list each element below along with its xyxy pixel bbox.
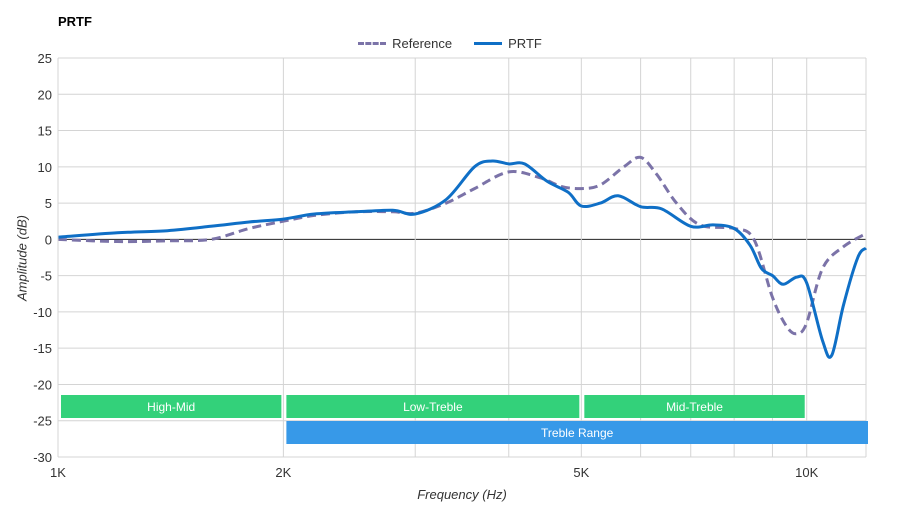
- y-tick-label: 0: [45, 232, 52, 247]
- y-tick-label: -25: [33, 414, 52, 429]
- series-line-reference: [57, 155, 867, 336]
- chart-legend: Reference PRTF: [0, 36, 900, 51]
- chart-title: PRTF: [58, 14, 92, 29]
- series-line-prtf: [57, 159, 868, 359]
- legend-label-prtf: PRTF: [508, 36, 542, 51]
- y-tick-label: 20: [38, 87, 52, 102]
- x-tick-label: 1K: [50, 465, 66, 480]
- range-bar-label: Low-Treble: [403, 400, 463, 414]
- y-tick-label: 5: [45, 196, 52, 211]
- legend-item-prtf: PRTF: [474, 36, 542, 51]
- y-tick-label: -10: [33, 305, 52, 320]
- y-tick-label: 25: [38, 51, 52, 66]
- y-tick-label: 10: [38, 160, 52, 175]
- range-bar: [286, 421, 869, 444]
- range-bar-label: Mid-Treble: [666, 400, 723, 414]
- range-bar: [584, 395, 805, 418]
- range-bar: [61, 395, 282, 418]
- legend-swatch-reference: [358, 42, 387, 45]
- y-tick-label: -20: [33, 377, 52, 392]
- range-bar-label: High-Mid: [147, 400, 195, 414]
- x-tick-label: 10K: [795, 465, 818, 480]
- range-bar: [286, 395, 580, 418]
- x-tick-label: 2K: [275, 465, 291, 480]
- legend-swatch-prtf: [474, 42, 503, 45]
- x-tick-label: 5K: [573, 465, 589, 480]
- y-tick-label: 15: [38, 124, 52, 139]
- x-axis-label: Frequency (Hz): [417, 487, 507, 502]
- range-bar-label: Treble Range: [541, 426, 614, 440]
- legend-label-reference: Reference: [392, 36, 453, 51]
- y-tick-label: -5: [40, 269, 52, 284]
- legend-item-reference: Reference: [358, 36, 452, 51]
- y-tick-label: -15: [33, 341, 52, 356]
- y-tick-label: -30: [33, 450, 52, 465]
